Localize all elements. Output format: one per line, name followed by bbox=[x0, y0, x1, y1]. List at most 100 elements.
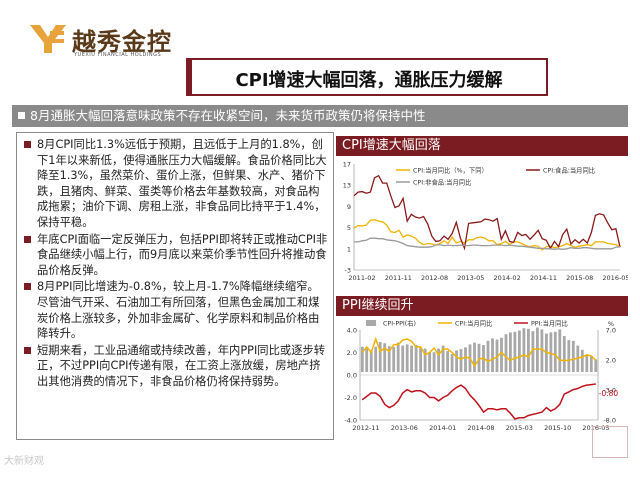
cpi-ppi-bar bbox=[365, 348, 369, 372]
cpi-ppi-bar bbox=[387, 346, 391, 372]
cpi-ppi-bar bbox=[437, 348, 440, 372]
cpi-ppi-bar bbox=[562, 336, 566, 372]
ppi-chart-header: PPI继续回升 bbox=[336, 296, 628, 316]
cpi-ppi-bar bbox=[459, 349, 463, 372]
brand-name-cn: 越秀金控 bbox=[72, 27, 172, 56]
x-tick-label: 2014-02 bbox=[494, 274, 521, 282]
ppi-combo-chart: -4.0 -2.0 0.0 2.0 4.0 -8.0 -3.0 2.0 7.0% 2012-11 2… bbox=[344, 318, 619, 432]
cpi-ppi-bar bbox=[414, 345, 418, 372]
x-tick-label: 2013-06 bbox=[391, 424, 418, 432]
bullet-text: 8月CPI同比1.3%远低于预期，且远低于上月的1.8%，创下1年以来新低，使得… bbox=[37, 138, 327, 229]
subtitle-text: 8月通胀大幅回落意味政策不存在收紧空间，未来货币政策仍将保持中性 bbox=[30, 108, 426, 123]
slide-title: CPI增速大幅回落，通胀压力缓解 bbox=[235, 70, 503, 91]
x-tick-label: 2012-11 bbox=[352, 424, 379, 432]
cpi-ppi-bar bbox=[513, 331, 517, 372]
series-line bbox=[354, 237, 621, 250]
cpi-ppi-bar bbox=[401, 345, 405, 372]
cpi-ppi-bar bbox=[531, 331, 535, 372]
cpi-ppi-bar bbox=[396, 342, 400, 372]
cpi-ppi-bar bbox=[558, 329, 562, 372]
x-tick-label: 2011-11 bbox=[385, 274, 412, 282]
bullet-item: 8月PPI同比增速为-0.8%，较上月-1.7%降幅继续缩窄。尽管油气开采、石油… bbox=[23, 279, 329, 341]
cpi-line-chart: -3 1 5 9 13 17 2011-02 2011-11 2012-08 2013-05 201… bbox=[343, 161, 630, 283]
x-tick-label: 2014-01 bbox=[429, 424, 456, 432]
yuexiu-logo-icon bbox=[30, 25, 66, 53]
right-y-tick-label: 2.0 bbox=[606, 357, 616, 365]
left-y-tick-label: -2.0 bbox=[344, 394, 357, 402]
x-tick-label: 2014-11 bbox=[530, 274, 557, 282]
legend-label: CPI:食品:当月同比 bbox=[543, 165, 595, 174]
x-tick-label: 2015-08 bbox=[566, 274, 593, 282]
y-tick-label: 17 bbox=[343, 161, 351, 169]
legend-swatch bbox=[366, 320, 376, 326]
x-tick-label: 2014-08 bbox=[467, 424, 494, 432]
series-line bbox=[353, 174, 621, 251]
bullet-item: 8月CPI同比1.3%远低于预期，且远低于上月的1.8%，创下1年以来新低，使得… bbox=[23, 137, 329, 231]
brand-name-en: YUEXIU FINANCIAL HOLDINGS bbox=[74, 52, 162, 58]
series-line bbox=[361, 336, 597, 368]
square-bullet-icon bbox=[24, 141, 31, 148]
legend-label: CPI:非食品:当月同比 bbox=[413, 177, 471, 186]
cpi-ppi-bar bbox=[518, 330, 521, 372]
cpi-ppi-bar bbox=[441, 345, 445, 372]
bullet-text: 短期来看，工业品通缩或持续改善，年内PPI同比或逐步转正，不过PPI向CPI传递… bbox=[37, 343, 326, 388]
series-line bbox=[353, 219, 621, 251]
cpi-ppi-bar bbox=[594, 359, 598, 372]
title-accent-bar bbox=[186, 58, 192, 96]
cpi-ppi-bar bbox=[580, 349, 584, 372]
cpi-ppi-bar bbox=[464, 347, 467, 372]
cpi-ppi-bar bbox=[571, 340, 575, 372]
x-tick-label: 2016-05 bbox=[582, 424, 609, 432]
x-tick-label: 2015-10 bbox=[544, 424, 571, 432]
cpi-ppi-bar bbox=[540, 329, 544, 372]
cpi-ppi-bar bbox=[383, 343, 387, 372]
right-y-tick-label: -8.0 bbox=[603, 417, 616, 425]
cpi-ppi-bar bbox=[432, 352, 436, 372]
cpi-ppi-bar bbox=[495, 339, 499, 372]
cpi-ppi-bar bbox=[369, 350, 373, 372]
cpi-ppi-bar bbox=[522, 328, 526, 372]
cpi-ppi-bar bbox=[419, 347, 422, 372]
cpi-ppi-bar bbox=[486, 340, 490, 372]
y-tick-label: 13 bbox=[343, 182, 351, 190]
cpi-ppi-bar bbox=[509, 332, 512, 372]
legend-label: CPI-PPI(右) bbox=[383, 318, 416, 327]
cpi-ppi-bar bbox=[549, 332, 553, 372]
cpi-ppi-bar bbox=[405, 344, 409, 372]
cpi-ppi-bar bbox=[527, 328, 530, 372]
legend-label: CPI:当月同比 bbox=[455, 318, 492, 327]
right-y-tick-label: -3.0 bbox=[603, 387, 616, 395]
x-tick-label: 2012-08 bbox=[421, 274, 448, 282]
cpi-ppi-bar bbox=[446, 351, 449, 372]
cpi-ppi-bar bbox=[423, 348, 427, 372]
y-tick-label: 9 bbox=[347, 203, 351, 211]
left-y-tick-label: -4.0 bbox=[344, 417, 357, 425]
cpi-ppi-bar bbox=[428, 352, 431, 372]
slide-title-box: CPI增速大幅回落，通胀压力缓解 bbox=[190, 58, 548, 96]
right-unit-label: % bbox=[608, 320, 614, 328]
cpi-ppi-bar bbox=[500, 337, 503, 372]
stamp-seal-icon bbox=[592, 426, 628, 458]
series-line bbox=[361, 383, 596, 420]
cpi-ppi-bar bbox=[410, 345, 413, 372]
cpi-ppi-bar bbox=[378, 342, 382, 372]
cpi-ppi-bar bbox=[567, 340, 571, 372]
ppi-chart-container: -4.0 -2.0 0.0 2.0 4.0 -8.0 -3.0 2.0 7.0% 2012-11 2… bbox=[336, 316, 628, 446]
bullet-item: 年底CPI面临一定反弹压力，包括PPI即将转正或推动CPI非食品继续小幅上行，而… bbox=[23, 232, 329, 279]
y-tick-label: -3 bbox=[345, 267, 351, 275]
x-tick-label: 2013-05 bbox=[457, 274, 484, 282]
left-y-tick-label: 0.0 bbox=[347, 372, 357, 380]
x-tick-label: 2016-05 bbox=[602, 274, 628, 282]
cpi-chart-header: CPI增速大幅回落 bbox=[336, 136, 628, 156]
bullet-item: 短期来看，工业品通缩或持续改善，年内PPI同比或逐步转正，不过PPI向CPI传递… bbox=[23, 343, 329, 390]
bullet-text: 8月PPI同比增速为-0.8%，较上月-1.7%降幅继续缩窄。尽管油气开采、石油… bbox=[37, 280, 320, 341]
cpi-ppi-bar bbox=[477, 343, 481, 372]
square-bullet-icon bbox=[24, 235, 31, 243]
x-tick-label: 2015-03 bbox=[506, 424, 533, 432]
cpi-ppi-bar bbox=[374, 346, 378, 372]
cpi-ppi-bar bbox=[455, 350, 458, 372]
cpi-ppi-bar bbox=[553, 331, 557, 372]
brand-logo: 越秀金控 YUEXIU FINANCIAL HOLDINGS bbox=[30, 20, 195, 64]
ppi-last-value-label: -0.80 bbox=[599, 389, 619, 398]
cpi-ppi-bar bbox=[360, 346, 364, 372]
